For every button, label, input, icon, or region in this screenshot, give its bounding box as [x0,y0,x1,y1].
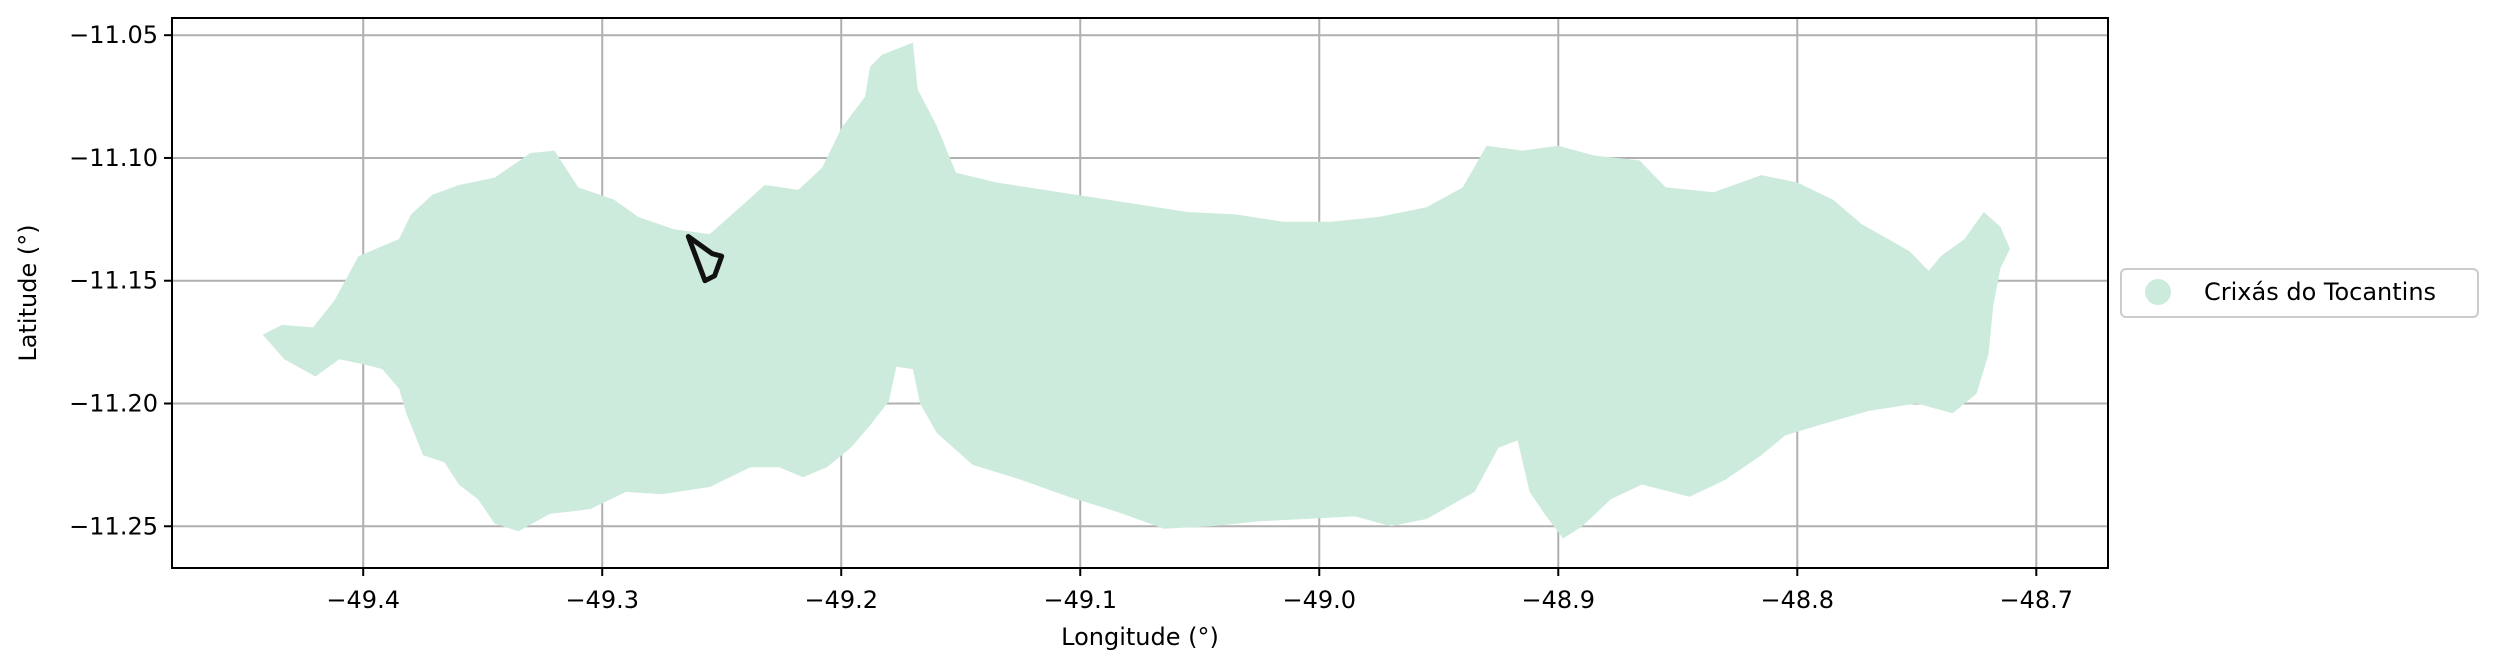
plot-frame [171,17,2109,569]
region-crixas-do-tocantins [262,42,2010,539]
x-tick-label: −49.1 [1043,586,1117,614]
x-tick-label: −48.9 [1521,586,1595,614]
y-axis-title: Latitude (°) [14,224,42,361]
map-layer [262,42,2010,539]
y-tick-label: −11.05 [69,21,158,49]
highlight-outline [685,234,725,284]
x-tick-label: −49.3 [565,586,639,614]
y-tick-label: −11.10 [69,144,158,172]
x-tick-label: −49.0 [1282,586,1356,614]
y-tick-label: −11.15 [69,267,158,295]
legend-marker-crixas-do-tocantins [2145,279,2171,305]
x-axis: −49.4 −49.3 −49.2 −49.1 −49.0 −48.9 −48.8 −48.7 [326,568,2073,614]
x-tick-label: −48.8 [1761,586,1835,614]
x-axis-title: Longitude (°) [1061,623,1219,651]
y-tick-label: −11.25 [69,512,158,540]
legend-box [2120,268,2479,318]
legend-label-crixas-do-tocantins: Crixás do Tocantins [2204,278,2436,306]
y-tick-label: −11.20 [69,389,158,417]
y-axis: −11.05 −11.10 −11.15 −11.20 −11.25 [69,21,172,540]
x-tick-label: −49.2 [804,586,878,614]
x-tick-label: −49.4 [326,586,400,614]
x-tick-label: −48.7 [2000,586,2074,614]
legend: Crixás do Tocantins [2120,268,2479,318]
